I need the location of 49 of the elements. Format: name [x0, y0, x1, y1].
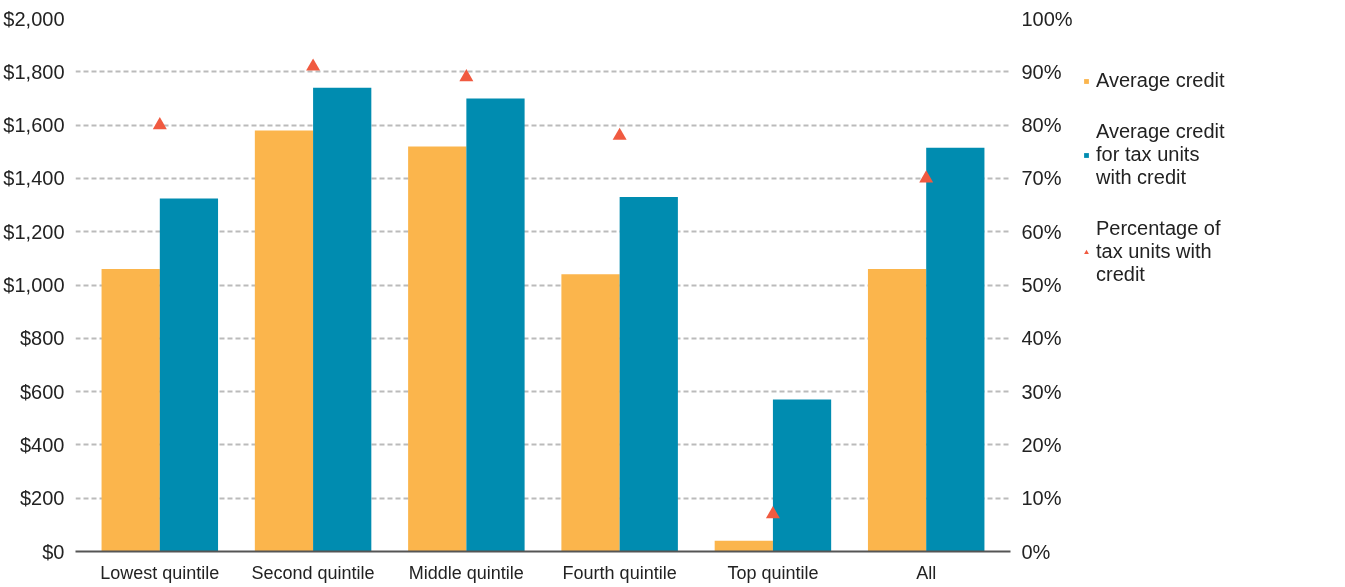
- x-tick-label: Second quintile: [251, 562, 375, 583]
- y2-tick-label: 90%: [1021, 60, 1062, 83]
- y2-tick-label: 100%: [1021, 7, 1073, 30]
- bar: [714, 540, 773, 552]
- y-tick-label: $400: [20, 433, 65, 456]
- point: [152, 117, 167, 130]
- bar: [772, 399, 832, 552]
- y-tick-label: $200: [20, 487, 65, 510]
- y2-tick-label: 70%: [1021, 167, 1062, 190]
- point: [306, 58, 321, 71]
- point: [919, 170, 934, 183]
- bar: [159, 198, 219, 552]
- bar: [408, 146, 467, 552]
- bar: [466, 98, 525, 552]
- bar: [619, 197, 678, 552]
- y-tick-label: $800: [20, 327, 65, 350]
- x-tick-label: All: [916, 562, 937, 583]
- point: [459, 69, 474, 82]
- y-tick-label: $1,800: [3, 60, 65, 83]
- x-tick-label: Fourth quintile: [562, 562, 677, 583]
- y2-tick-label: 10%: [1021, 487, 1062, 510]
- y-tick-label: $1,000: [3, 274, 65, 296]
- x-tick-label: Top quintile: [727, 562, 819, 583]
- legend-label: Percentage of tax units with credit: [1096, 217, 1221, 286]
- y-tick-label: $0: [42, 540, 65, 563]
- y2-tick-label: 40%: [1021, 327, 1062, 350]
- x-tick-label: Lowest quintile: [100, 562, 220, 583]
- y2-tick-label: 20%: [1021, 433, 1062, 456]
- y-tick-label: $1,400: [3, 167, 65, 190]
- legend-label: Average credit for tax units with credit: [1096, 120, 1225, 189]
- bar: [254, 130, 314, 552]
- y2-tick-label: 0%: [1021, 540, 1051, 563]
- y2-tick-label: 30%: [1021, 380, 1062, 403]
- x-tick-label: Middle quintile: [408, 562, 524, 583]
- y-tick-label: $2,000: [3, 7, 65, 30]
- bar: [101, 269, 160, 552]
- y2-tick-label: 80%: [1021, 114, 1062, 137]
- y-tick-label: $1,200: [3, 220, 65, 243]
- point: [612, 127, 627, 140]
- bar: [561, 274, 620, 552]
- bar: [867, 269, 927, 552]
- point: [765, 506, 780, 519]
- y2-tick-label: 60%: [1021, 220, 1062, 243]
- y-tick-label: $600: [20, 380, 65, 403]
- y-tick-label: $1,600: [3, 114, 65, 137]
- bar: [313, 87, 372, 552]
- y2-tick-label: 50%: [1021, 274, 1062, 296]
- legend-label: Average credit: [1096, 69, 1225, 92]
- bar: [926, 147, 985, 552]
